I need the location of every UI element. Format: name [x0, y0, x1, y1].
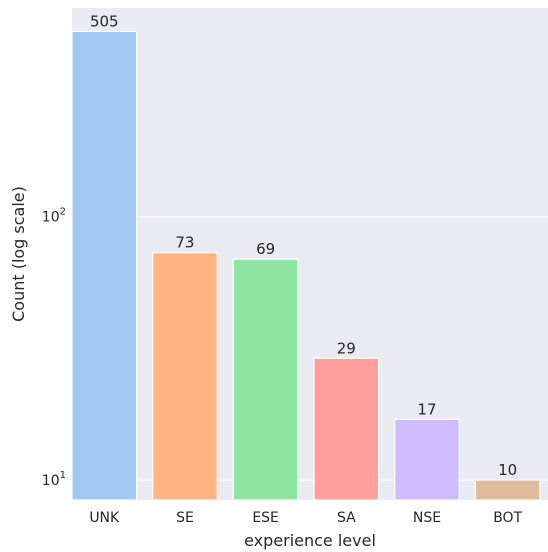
bar-se [152, 252, 218, 501]
bars [71, 30, 541, 501]
x-tick-label: SE [176, 510, 194, 526]
x-axis-label: experience level [244, 531, 376, 550]
bar-nse [394, 418, 460, 501]
x-tick-label: SA [337, 510, 356, 526]
bar-bot [474, 479, 541, 501]
data-labels: 505 73 69 29 17 10 [90, 12, 517, 479]
bar-sa [313, 357, 380, 501]
x-tick-labels: UNK SE ESE SA NSE BOT [89, 510, 522, 526]
bar-unk [71, 30, 138, 501]
x-tick-label: NSE [413, 510, 441, 526]
bar-ese [232, 258, 299, 501]
x-tick-label: UNK [89, 510, 120, 526]
data-label: 505 [90, 12, 119, 30]
y-tick-label: 102 [42, 207, 66, 226]
y-axis-label: Count (log scale) [9, 186, 28, 322]
y-tick-label: 101 [42, 470, 66, 489]
x-tick-label: BOT [493, 510, 522, 526]
data-label: 10 [498, 461, 517, 479]
data-label: 29 [337, 339, 356, 357]
plot-area [72, 8, 548, 500]
y-tick-labels: 101 102 [42, 207, 66, 489]
data-label: 69 [256, 240, 275, 258]
data-label: 17 [417, 400, 436, 418]
x-tick-label: ESE [252, 510, 279, 526]
gridlines [72, 216, 548, 481]
data-label: 73 [175, 234, 194, 252]
